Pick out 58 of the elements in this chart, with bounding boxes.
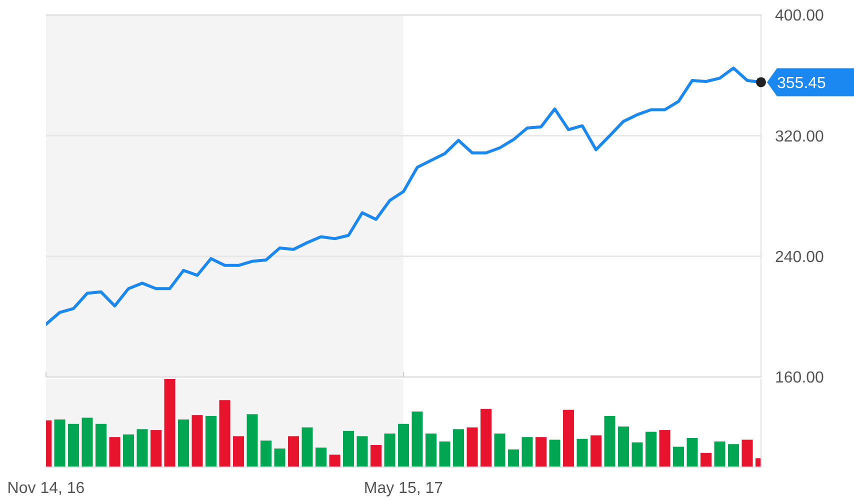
bar bbox=[686, 438, 698, 467]
bar bbox=[700, 452, 712, 467]
bar bbox=[123, 434, 134, 467]
bar bbox=[426, 434, 436, 467]
y-tick-label: 160.00 bbox=[775, 370, 824, 387]
bar bbox=[728, 444, 739, 467]
bar bbox=[370, 445, 382, 467]
bar bbox=[68, 424, 79, 467]
bar bbox=[508, 449, 519, 467]
x-tick-label: Nov 14, 16 bbox=[7, 480, 85, 497]
bar bbox=[742, 440, 753, 467]
bar bbox=[632, 442, 643, 467]
y-tick-label: 320.00 bbox=[775, 128, 824, 146]
bar bbox=[288, 436, 299, 467]
bar bbox=[192, 415, 203, 467]
bar bbox=[54, 419, 66, 467]
y-tick-label: 400.00 bbox=[775, 8, 824, 25]
bar bbox=[274, 448, 286, 467]
bar bbox=[576, 438, 588, 467]
bar bbox=[302, 427, 313, 467]
bar bbox=[618, 426, 629, 467]
bar bbox=[453, 429, 464, 467]
bar bbox=[439, 441, 450, 467]
bar bbox=[329, 454, 340, 467]
bar bbox=[150, 430, 162, 467]
bar bbox=[356, 436, 368, 467]
bar bbox=[714, 441, 726, 467]
bar bbox=[96, 424, 106, 467]
bar bbox=[233, 436, 244, 467]
bar bbox=[604, 416, 616, 467]
bar bbox=[536, 437, 546, 467]
bar bbox=[178, 419, 189, 467]
bar bbox=[412, 412, 423, 467]
bar bbox=[219, 400, 230, 467]
bar bbox=[343, 430, 354, 467]
bar bbox=[384, 434, 396, 467]
bar bbox=[494, 434, 506, 467]
x-tick-label: May 15, 17 bbox=[364, 480, 444, 497]
bar bbox=[109, 437, 120, 467]
bar bbox=[590, 435, 602, 467]
bar bbox=[466, 427, 478, 467]
bar bbox=[398, 424, 409, 467]
bar bbox=[136, 429, 148, 467]
bar bbox=[563, 410, 574, 467]
bar bbox=[246, 414, 258, 467]
bar bbox=[82, 418, 93, 467]
bar bbox=[673, 446, 684, 467]
bar bbox=[480, 408, 492, 467]
bar bbox=[260, 440, 272, 467]
annotation: 355.45 bbox=[777, 74, 826, 92]
y-tick-label: 240.00 bbox=[775, 248, 824, 266]
bar bbox=[316, 448, 326, 467]
bar bbox=[549, 440, 560, 467]
bar bbox=[522, 437, 533, 467]
bar bbox=[206, 416, 216, 467]
bar bbox=[646, 432, 656, 467]
bar bbox=[164, 379, 176, 467]
bar bbox=[659, 430, 670, 467]
